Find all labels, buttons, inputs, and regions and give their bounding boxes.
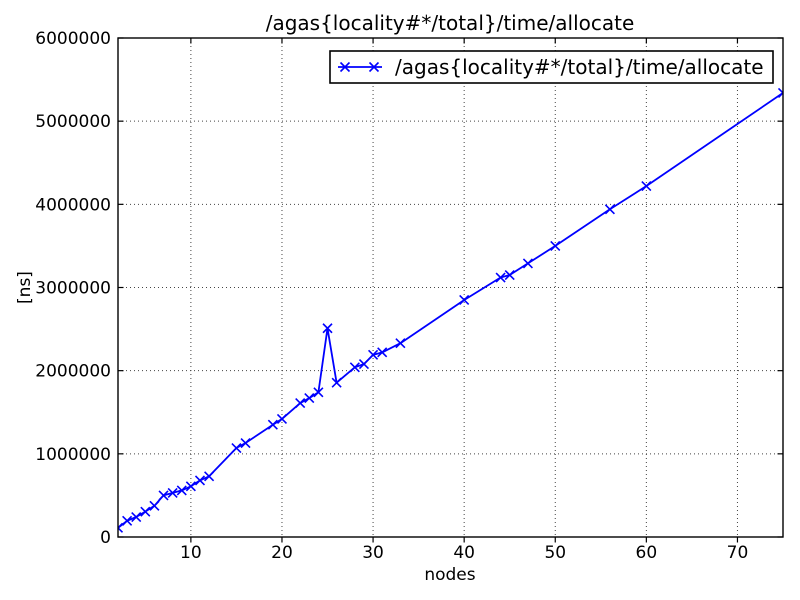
x-tick-label: 10 [180,543,202,563]
data-point-marker [395,338,406,349]
x-tick-label: 60 [636,543,658,563]
data-point-marker [118,522,124,533]
y-tick-label: 2000000 [35,362,111,382]
legend-sample-marker [339,61,351,73]
data-point-marker [158,490,169,501]
data-point-marker [167,487,178,498]
data-point-marker [550,240,561,251]
gridlines [118,38,783,537]
y-tick-label: 0 [100,528,111,548]
data-point-marker [377,347,388,358]
data-point-marker [131,511,142,523]
data-point-marker [641,180,652,192]
y-tick-label: 4000000 [35,195,111,215]
data-series [118,87,783,533]
data-point-marker [240,437,251,449]
y-tick-label: 5000000 [35,112,111,132]
y-tick-label: 1000000 [35,445,111,465]
data-point-marker [504,269,515,281]
legend: /agas{locality#*/total}/time/allocate [329,50,774,84]
y-axis-label: [ns] [15,271,35,304]
data-point-marker [331,377,342,388]
data-point-marker [194,475,206,486]
data-point-marker [176,485,187,496]
x-axis-label: nodes [424,565,475,585]
data-point-marker [522,258,533,269]
x-tick-label: 40 [453,543,475,563]
data-point-marker [368,349,379,360]
data-point-marker [295,398,306,409]
legend-box [329,50,774,84]
x-tick-label: 70 [727,543,749,563]
data-point-marker [267,419,278,430]
data-point-marker [322,323,333,334]
data-point-marker [304,393,315,404]
data-point-marker [122,515,133,526]
data-point-marker [313,387,324,398]
data-point-marker [604,204,615,215]
axis-ticks [118,37,783,543]
x-tick-label: 20 [271,543,293,563]
y-tick-labels: 0 1000000 2000000 3000000 4000000 5000000 6000… [35,29,111,548]
data-point-marker [276,413,288,424]
chart-title: /agas{locality#*/total}/time/allocate [266,11,635,35]
data-point-marker [495,272,506,283]
y-tick-label: 6000000 [35,29,111,49]
data-point-marker [459,294,470,306]
legend-marker [338,61,382,73]
x-tick-label: 50 [544,543,566,563]
data-point-marker [777,87,783,98]
x-tick-labels: 10 20 30 40 50 60 70 [180,543,748,563]
data-point-marker [149,500,160,511]
legend-label: /agas{locality#*/total}/time/allocate [395,55,764,79]
data-point-marker [185,481,196,492]
plot-border [117,37,784,538]
legend-sample-marker [368,61,380,73]
y-tick-label: 3000000 [35,279,111,299]
x-tick-label: 30 [362,543,384,563]
data-point-marker [204,471,215,482]
data-point-marker [349,362,360,373]
data-point-marker [140,506,151,517]
data-point-marker [231,442,242,454]
data-point-marker [358,358,370,370]
